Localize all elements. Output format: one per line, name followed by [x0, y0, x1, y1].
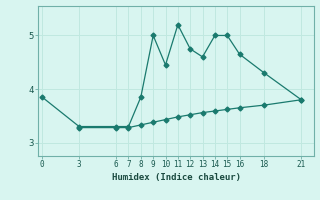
X-axis label: Humidex (Indice chaleur): Humidex (Indice chaleur) [111, 173, 241, 182]
